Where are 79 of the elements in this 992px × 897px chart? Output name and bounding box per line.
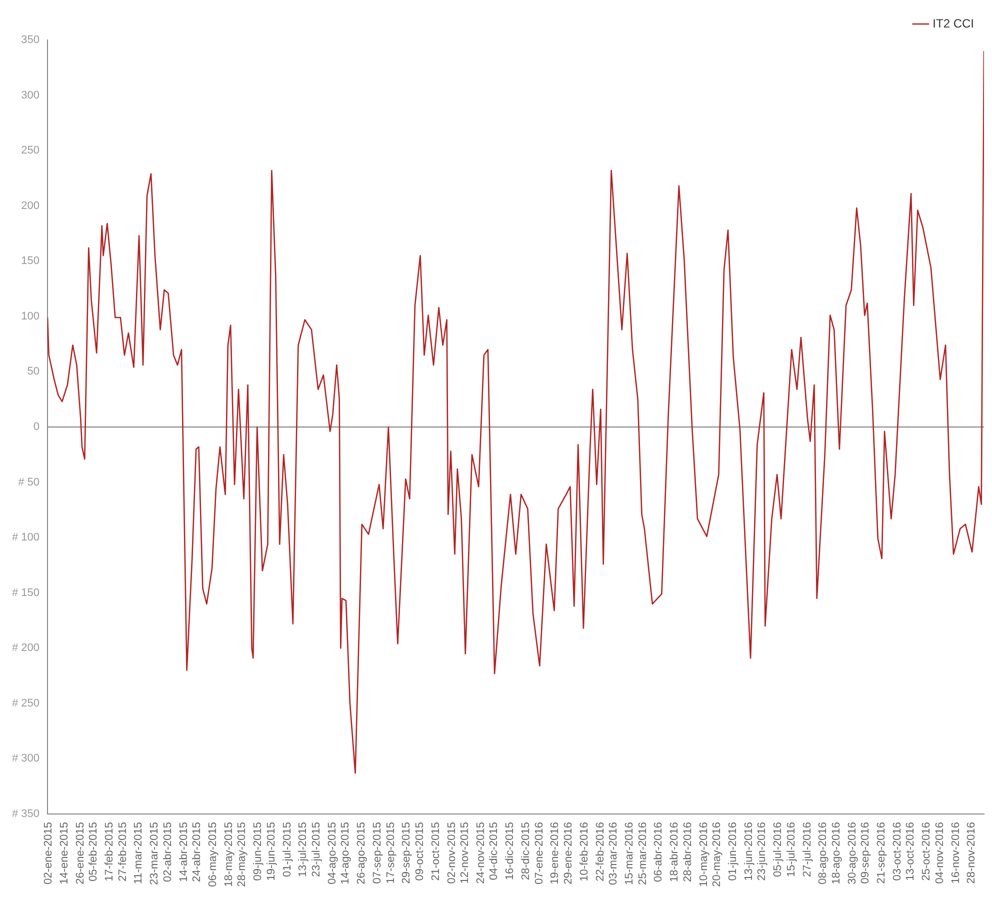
x-tick-label: 04-nov-2016 <box>934 822 946 884</box>
x-tick-label: 04-ago-2015 <box>326 822 338 884</box>
y-tick-label: # 50 <box>18 476 40 488</box>
y-tick-label: # 350 <box>12 808 40 820</box>
x-tick-label: 19-ene-2016 <box>549 822 562 884</box>
x-tick-label: 17-sep-2015 <box>384 822 397 884</box>
x-tick-label: 09-jun-2015 <box>252 822 264 881</box>
x-tick-label: 10-feb-2016 <box>578 822 590 882</box>
x-tick-label: 28-dic-2015 <box>520 822 532 880</box>
x-tick-label: 09-oct-2015 <box>414 822 426 881</box>
y-tick-label: 250 <box>21 144 40 157</box>
x-tick-label: 17-feb-2015 <box>104 822 116 882</box>
x-tick-label: 14-ene-2015 <box>58 822 70 884</box>
y-tick-label: 350 <box>21 34 40 46</box>
x-tick-label: 01-jun-2016 <box>726 822 739 881</box>
x-tick-label: 25-oct-2016 <box>920 822 933 881</box>
x-tick-label: 24-abr-2015 <box>191 822 204 882</box>
x-tick-label: 09-sep-2016 <box>860 822 872 884</box>
x-tick-label: 06-abr-2016 <box>652 822 665 882</box>
x-tick-label: 22-feb-2016 <box>594 822 606 882</box>
legend-label: IT2 CCI <box>932 16 974 30</box>
x-tick-label: 07-sep-2015 <box>371 822 384 884</box>
x-tick-label: 21-sep-2016 <box>876 822 888 884</box>
x-tick-label: 16-nov-2016 <box>950 822 962 884</box>
x-tick-label: 29-ene-2016 <box>562 822 574 884</box>
x-tick-label: 02-abr-2015 <box>162 822 174 882</box>
x-tick-label: 07-ene-2016 <box>533 822 546 884</box>
x-tick-label: 15-mar-2016 <box>624 822 636 885</box>
x-tick-label: 13-jun-2016 <box>742 822 755 881</box>
x-tick-label: 01-jul-2015 <box>281 822 294 878</box>
x-tick-label: 27-feb-2015 <box>116 822 129 882</box>
x-tick-label: 02-ene-2015 <box>42 822 55 884</box>
x-tick-label: 04-dic-2015 <box>488 822 500 880</box>
x-tick-label: 25-mar-2016 <box>636 822 649 885</box>
x-tick-label: 12-nov-2015 <box>459 822 472 884</box>
x-tick-label: 28-may-2015 <box>236 822 248 887</box>
y-tick-label: 300 <box>21 89 40 102</box>
x-tick-label: 05-feb-2015 <box>88 822 100 882</box>
y-tick-label: 50 <box>27 366 40 378</box>
x-tick-label: 26-ago-2015 <box>356 822 368 884</box>
y-tick-label: # 150 <box>12 586 40 599</box>
y-tick-label: 150 <box>21 255 40 268</box>
y-tick-label: 200 <box>21 200 40 212</box>
x-tick-label: 06-may-2015 <box>207 822 220 887</box>
x-tick-label: 24-nov-2015 <box>474 822 487 884</box>
x-tick-label: 08-ago-2016 <box>817 822 830 884</box>
x-tick-label: 02-nov-2015 <box>446 822 458 884</box>
x-tick-label: 26-ene-2015 <box>74 822 86 884</box>
y-tick-label: # 250 <box>12 697 40 710</box>
x-tick-label: 18-may-2015 <box>222 822 235 887</box>
y-tick-label: # 200 <box>12 642 40 654</box>
x-tick-label: 18-ago-2016 <box>830 822 842 884</box>
x-tick-label: 23-jun-2016 <box>756 822 768 881</box>
x-tick-label: 16-dic-2015 <box>504 822 516 880</box>
x-tick-label: 28-nov-2016 <box>966 822 978 884</box>
x-tick-label: 03-mar-2016 <box>608 822 620 885</box>
x-tick-label: 21-oct-2015 <box>430 822 442 881</box>
x-tick-label: 20-may-2016 <box>711 822 724 887</box>
y-tick-label: 100 <box>21 310 40 322</box>
x-tick-label: 23-mar-2015 <box>148 822 161 885</box>
x-tick-label: 27-jul-2016 <box>801 822 814 878</box>
y-tick-label: # 300 <box>12 752 40 765</box>
x-tick-label: 05-jul-2016 <box>772 822 784 878</box>
x-tick-label: 18-abr-2016 <box>668 822 681 882</box>
x-tick-label: 29-sep-2015 <box>400 822 413 884</box>
x-tick-label: 28-abr-2016 <box>682 822 694 882</box>
x-tick-label: 23-jul-2015 <box>310 822 322 878</box>
x-tick-label: 03-oct-2016 <box>891 822 904 881</box>
x-tick-label: 14-abr-2015 <box>178 822 190 882</box>
x-tick-label: 19-jun-2015 <box>265 822 278 881</box>
y-tick-label: 0 <box>33 421 40 434</box>
x-tick-label: 10-may-2016 <box>698 822 710 887</box>
x-tick-label: 30-ago-2016 <box>846 822 858 884</box>
x-tick-label: 14-ago-2015 <box>340 822 352 884</box>
x-tick-label: 11-mar-2015 <box>132 822 145 884</box>
x-tick-label: 13-jul-2015 <box>297 822 310 878</box>
x-tick-label: 13-oct-2016 <box>904 822 917 881</box>
y-tick-label: # 100 <box>12 532 40 544</box>
x-tick-label: 15-jul-2016 <box>785 822 798 878</box>
